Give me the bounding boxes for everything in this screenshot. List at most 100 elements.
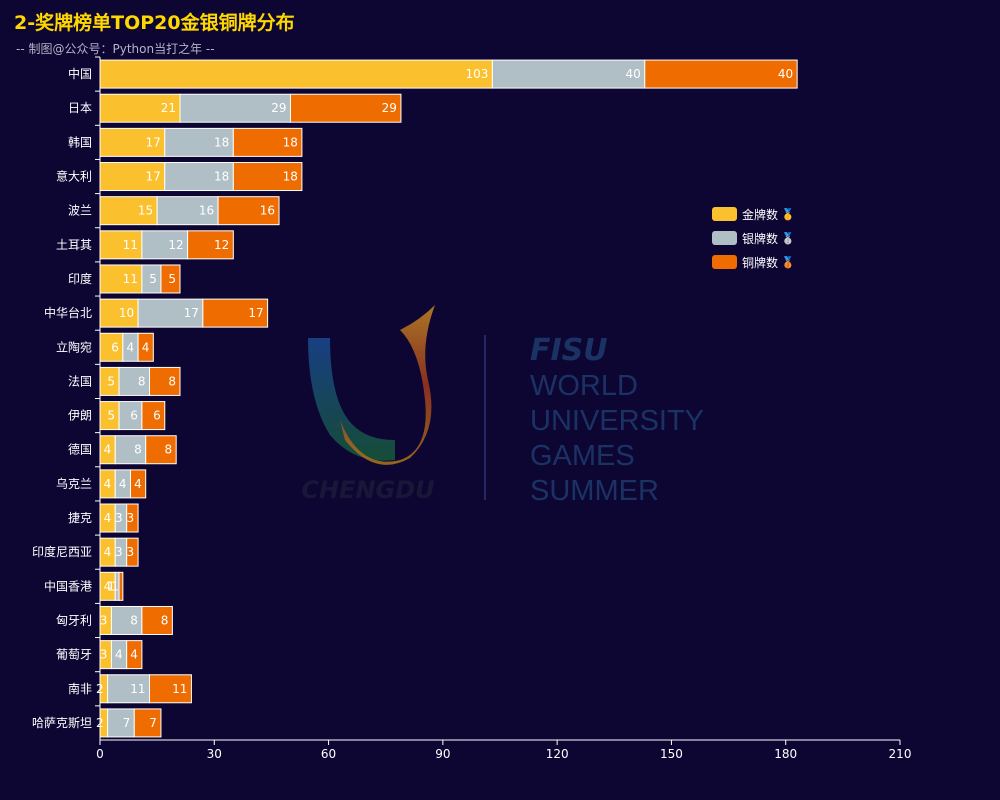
bar-bronze[interactable] <box>217 196 280 226</box>
category-label: 法国 <box>68 374 92 388</box>
data-label-gold: 15 <box>138 204 153 218</box>
bar-bronze[interactable] <box>149 674 192 704</box>
legend-item-gold[interactable]: 金牌数 🥇 <box>712 202 795 226</box>
bar-bronze[interactable] <box>141 401 166 431</box>
bar-gold[interactable] <box>99 93 181 123</box>
chart-title: 2-奖牌榜单TOP20金银铜牌分布 <box>14 12 295 34</box>
bar-bronze[interactable] <box>187 230 234 260</box>
data-label-silver: 12 <box>168 238 183 252</box>
data-label-bronze: 11 <box>172 682 187 696</box>
category-label: 印度 <box>68 271 92 286</box>
bar-gold[interactable] <box>99 298 139 328</box>
legend-swatch-silver <box>712 231 737 245</box>
bar-bronze[interactable] <box>232 162 303 192</box>
category-label: 中国香港 <box>44 578 92 593</box>
data-label-bronze: 16 <box>260 204 275 218</box>
data-label-gold: 3 <box>100 648 108 662</box>
category-label: 印度尼西亚 <box>32 544 92 559</box>
watermark-line-4: SUMMER <box>530 475 659 507</box>
bar-bronze[interactable] <box>289 93 402 123</box>
data-label-bronze: 1 <box>111 579 119 593</box>
x-tick-label: 90 <box>435 747 450 761</box>
data-label-bronze: 8 <box>161 613 169 627</box>
x-tick-label: 60 <box>321 747 336 761</box>
fisu-watermark-logo: CHENGDU FISU WORLD UNIVERSITY GAMES SUMM… <box>301 305 704 507</box>
category-label: 葡萄牙 <box>56 648 92 662</box>
data-label-gold: 11 <box>123 272 138 286</box>
data-label-silver: 5 <box>149 272 157 286</box>
bar-silver[interactable] <box>118 366 151 396</box>
bar-silver[interactable] <box>114 435 147 465</box>
data-label-gold: 17 <box>145 170 160 184</box>
category-label: 土耳其 <box>56 238 92 252</box>
data-label-silver: 11 <box>130 682 145 696</box>
data-label-silver: 1 <box>107 579 115 593</box>
legend-swatch-bronze <box>712 255 737 269</box>
data-label-silver: 4 <box>115 648 123 662</box>
data-label-silver: 6 <box>130 409 138 423</box>
legend-label-gold: 金牌数 <box>742 207 779 222</box>
data-label-gold: 103 <box>465 67 488 81</box>
bar-bronze[interactable] <box>118 571 124 601</box>
bar-silver[interactable] <box>164 162 234 192</box>
bar-bronze[interactable] <box>644 59 798 89</box>
bar-bronze[interactable] <box>126 503 139 533</box>
bar-bronze[interactable] <box>126 640 143 670</box>
watermark-line-1: WORLD <box>530 370 638 402</box>
chart-subtitle: -- 制图@公众号：Python当打之年 -- <box>16 42 215 56</box>
data-label-gold: 11 <box>123 238 138 252</box>
legend-item-silver[interactable]: 银牌数 🥈 <box>712 226 795 250</box>
category-label: 乌克兰 <box>56 476 92 491</box>
category-label: 捷克 <box>68 511 92 525</box>
bar-bronze[interactable] <box>133 708 162 738</box>
data-label-gold: 4 <box>104 579 112 593</box>
bar-gold[interactable] <box>99 127 166 157</box>
data-label-bronze: 17 <box>248 306 263 320</box>
bar-gold[interactable] <box>99 59 493 89</box>
axes-group: 中国日本韩国意大利波兰土耳其印度中华台北立陶宛法国伊朗德国乌克兰捷克印度尼西亚中… <box>32 56 911 761</box>
data-label-gold: 5 <box>107 409 115 423</box>
data-label-bronze: 12 <box>214 238 229 252</box>
legend-item-bronze[interactable]: 铜牌数 🥉 <box>712 250 795 274</box>
data-label-bronze: 3 <box>126 511 134 525</box>
data-label-bronze: 4 <box>142 340 150 354</box>
data-label-silver: 7 <box>123 716 131 730</box>
data-label-silver: 3 <box>115 511 123 525</box>
legend-label-bronze: 铜牌数 <box>742 255 779 270</box>
data-label-silver: 8 <box>134 443 142 457</box>
category-label: 立陶宛 <box>56 339 92 354</box>
bar-silver[interactable] <box>164 127 234 157</box>
silver-medal-icon: 🥈 <box>781 231 795 245</box>
category-label: 中华台北 <box>44 305 92 320</box>
data-label-bronze: 5 <box>168 272 176 286</box>
data-label-silver: 40 <box>625 67 640 81</box>
bar-silver[interactable] <box>156 196 219 226</box>
legend-swatch-gold <box>712 207 737 221</box>
data-label-bronze: 6 <box>153 409 161 423</box>
data-label-bronze: 4 <box>130 648 138 662</box>
bar-bronze[interactable] <box>129 469 147 499</box>
x-tick-label: 180 <box>774 747 797 761</box>
data-label-bronze: 8 <box>168 374 176 388</box>
bar-gold[interactable] <box>99 230 143 260</box>
bar-silver[interactable] <box>179 93 291 123</box>
bar-bronze[interactable] <box>232 127 303 157</box>
bar-bronze[interactable] <box>126 537 139 567</box>
bar-silver[interactable] <box>110 605 143 635</box>
legend-label-silver: 银牌数 <box>742 231 779 246</box>
bar-bronze[interactable] <box>137 332 154 362</box>
x-tick-label: 120 <box>546 747 569 761</box>
bar-silver[interactable] <box>491 59 646 89</box>
data-label-bronze: 29 <box>382 101 397 115</box>
bar-bronze[interactable] <box>141 605 173 635</box>
bar-bronze[interactable] <box>160 264 181 294</box>
data-label-silver: 8 <box>138 374 146 388</box>
legend: 金牌数 🥇 银牌数 🥈 铜牌数 🥉 <box>712 202 795 274</box>
data-label-gold: 17 <box>145 135 160 149</box>
bar-bronze[interactable] <box>145 435 177 465</box>
bar-bronze[interactable] <box>202 298 269 328</box>
bar-bronze[interactable] <box>149 366 181 396</box>
watermark-line-2: UNIVERSITY <box>530 405 704 437</box>
x-tick-label: 0 <box>96 747 104 761</box>
